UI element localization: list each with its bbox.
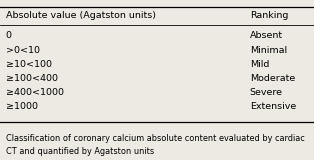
Text: 0: 0 — [6, 32, 12, 40]
Text: Absent: Absent — [250, 32, 283, 40]
Text: ≥1000: ≥1000 — [6, 102, 38, 111]
Text: ≥100<400: ≥100<400 — [6, 74, 58, 83]
Text: Extensive: Extensive — [250, 102, 296, 111]
Text: Severe: Severe — [250, 88, 283, 97]
Text: ≥10<100: ≥10<100 — [6, 60, 51, 69]
Text: Ranking: Ranking — [250, 12, 288, 20]
Text: ≥400<1000: ≥400<1000 — [6, 88, 64, 97]
Text: >0<10: >0<10 — [6, 46, 40, 55]
Text: Minimal: Minimal — [250, 46, 287, 55]
Text: Classification of coronary calcium absolute content evaluated by cardiac
CT and : Classification of coronary calcium absol… — [6, 134, 304, 156]
Text: Absolute value (Agatston units): Absolute value (Agatston units) — [6, 12, 156, 20]
Text: Moderate: Moderate — [250, 74, 295, 83]
Text: Mild: Mild — [250, 60, 269, 69]
